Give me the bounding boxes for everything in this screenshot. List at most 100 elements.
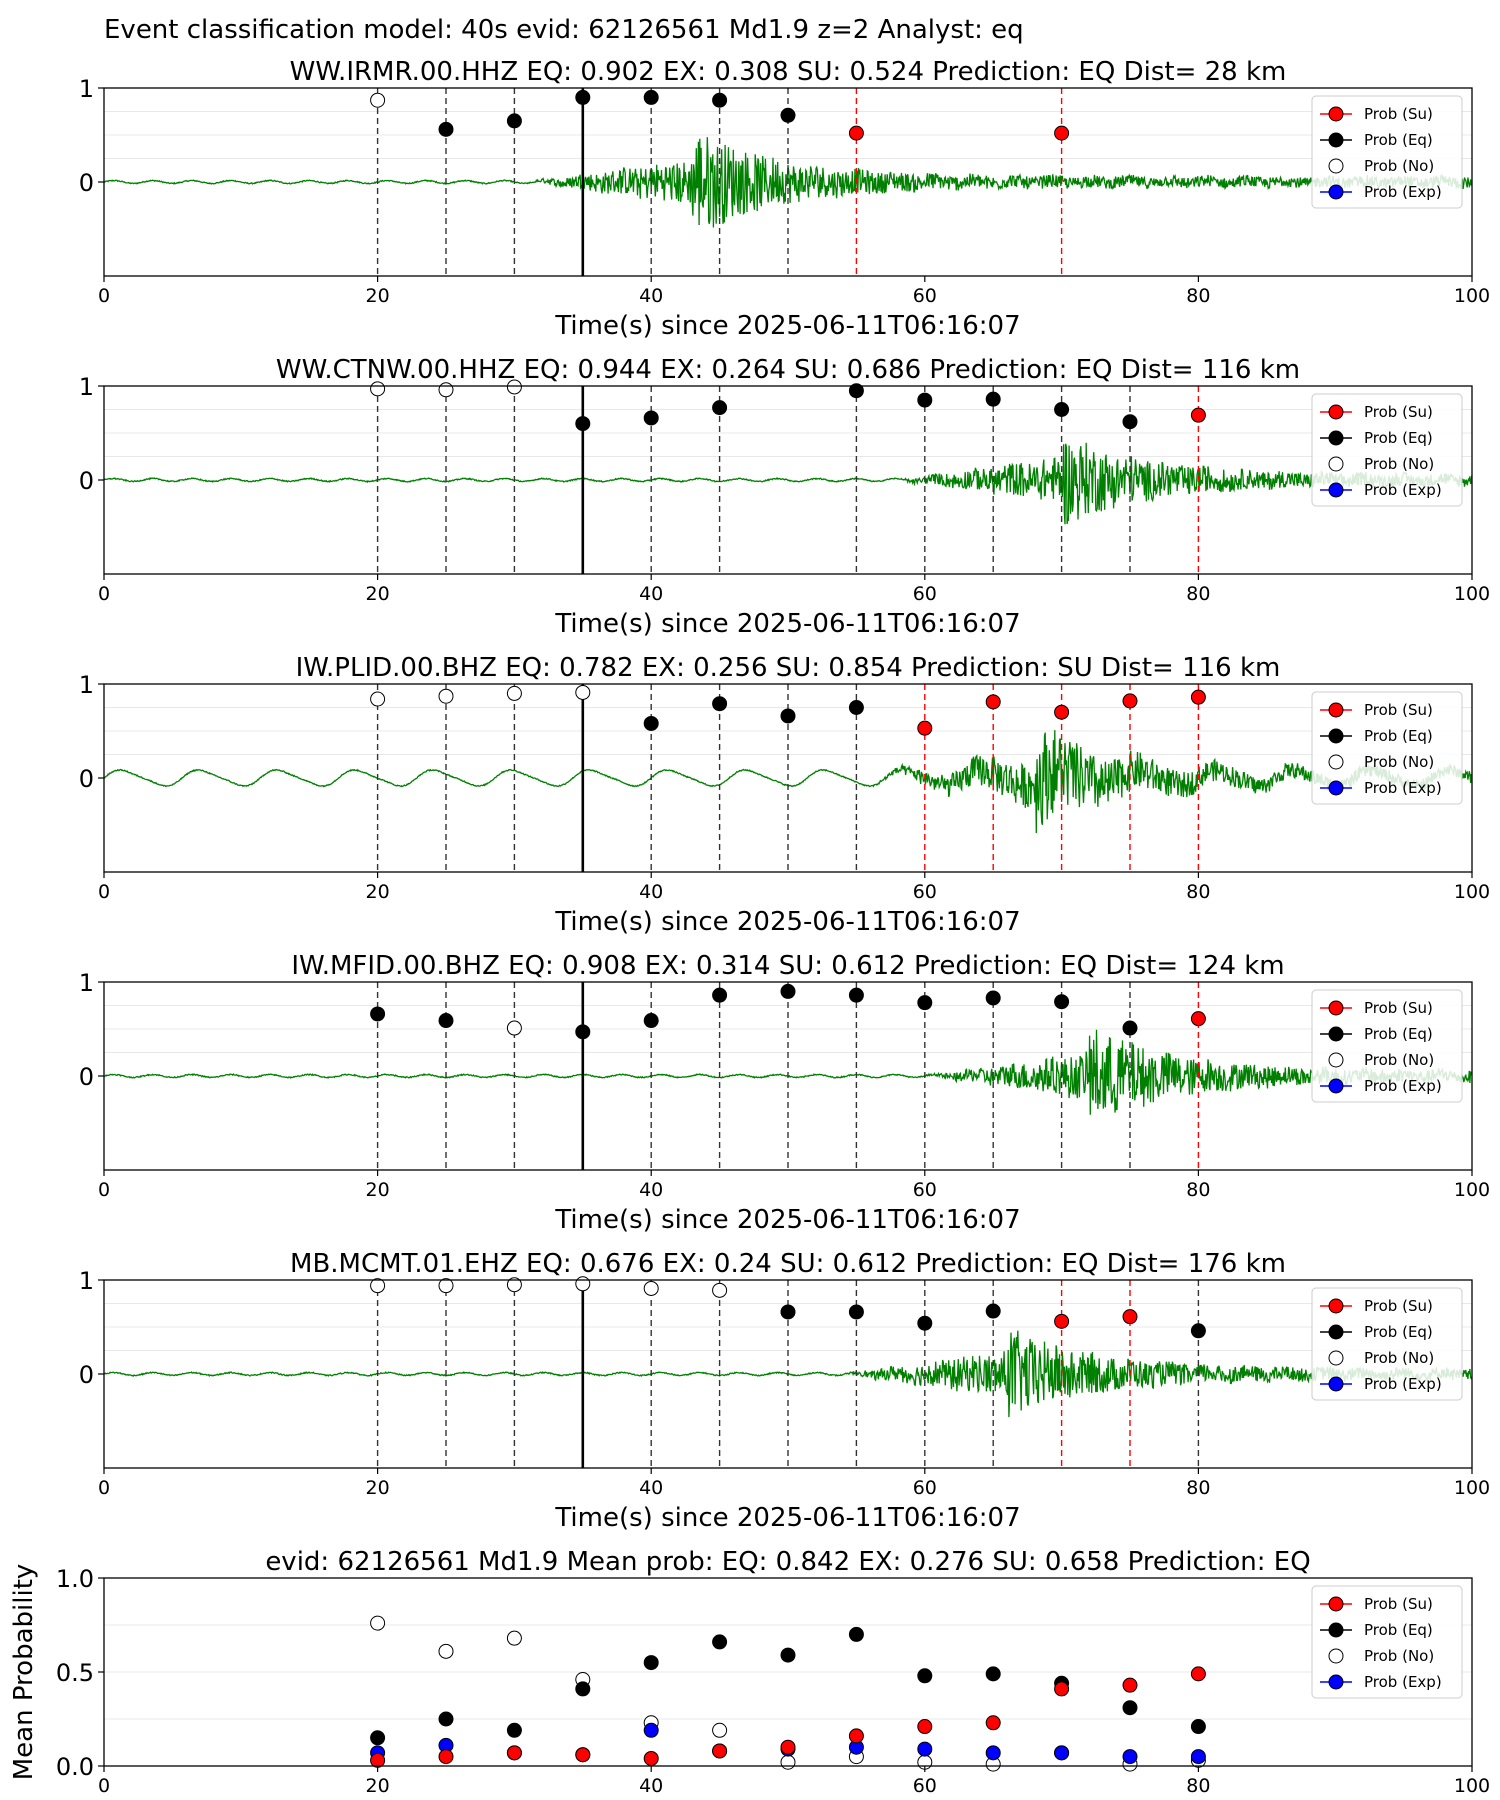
x-tick-label: 20 xyxy=(366,1477,390,1499)
point-eq xyxy=(1190,1719,1206,1735)
point-no xyxy=(370,92,386,108)
point-eq xyxy=(438,1711,454,1727)
point-eq xyxy=(848,1304,864,1320)
point-su xyxy=(1054,704,1070,720)
x-tick-label: 80 xyxy=(1186,1179,1210,1201)
panel-3: IW.PLID.00.BHZ EQ: 0.782 EX: 0.256 SU: 0… xyxy=(79,653,1490,937)
legend: Prob (Su) Prob (Eq) Prob (No) Prob (Exp) xyxy=(1311,1287,1463,1401)
x-tick-label: 40 xyxy=(639,881,663,903)
point-eq xyxy=(780,708,796,724)
legend-box xyxy=(1311,393,1463,507)
waveform-trace xyxy=(103,442,1473,525)
point-eq xyxy=(575,89,591,105)
x-axis-label: Time(s) since 2025-06-11T06:16:07 xyxy=(554,907,1020,937)
point-su xyxy=(1190,1666,1206,1682)
x-tick-label: 20 xyxy=(366,285,390,307)
point-no xyxy=(370,381,386,397)
y-tick-label: 0 xyxy=(79,467,94,495)
y-tick-label: 1 xyxy=(79,969,94,997)
y-tick-label: 0 xyxy=(79,1361,94,1389)
point-exp xyxy=(917,1741,933,1757)
waveform-trace xyxy=(103,137,1473,228)
legend-marker-no xyxy=(1328,1648,1344,1664)
x-tick-label: 20 xyxy=(366,583,390,605)
x-tick-label: 100 xyxy=(1454,1775,1490,1797)
legend-marker-eq xyxy=(1328,728,1344,744)
point-eq xyxy=(643,1013,659,1029)
legend-box xyxy=(1311,691,1463,805)
panel-1: WW.IRMR.00.HHZ EQ: 0.902 EX: 0.308 SU: 0… xyxy=(79,57,1490,341)
point-su xyxy=(917,1719,933,1735)
point-su xyxy=(370,1752,386,1768)
point-eq xyxy=(370,1730,386,1746)
point-eq xyxy=(985,1666,1001,1682)
x-tick-label: 0 xyxy=(98,1775,110,1797)
point-no xyxy=(370,1278,386,1294)
point-no xyxy=(506,1020,522,1036)
x-tick-label: 0 xyxy=(98,583,110,605)
point-su xyxy=(1190,407,1206,423)
legend-box xyxy=(1311,1585,1463,1699)
point-no xyxy=(506,1630,522,1646)
y-tick-label: 0.5 xyxy=(56,1659,94,1687)
legend-label: Prob (No) xyxy=(1364,157,1434,175)
x-tick-label: 80 xyxy=(1186,881,1210,903)
x-axis-label: Time(s) since 2025-06-11T06:16:07 xyxy=(554,1503,1020,1533)
point-exp xyxy=(643,1722,659,1738)
point-no xyxy=(643,1280,659,1296)
x-tick-label: 40 xyxy=(639,1477,663,1499)
panel-title: IW.MFID.00.BHZ EQ: 0.908 EX: 0.314 SU: 0… xyxy=(291,951,1284,981)
point-su xyxy=(1054,1681,1070,1697)
x-tick-label: 100 xyxy=(1454,583,1490,605)
point-no xyxy=(506,685,522,701)
point-no xyxy=(712,1722,728,1738)
point-eq xyxy=(370,1006,386,1022)
legend-marker-eq xyxy=(1328,1324,1344,1340)
legend-marker-su xyxy=(1328,106,1344,122)
legend-label: Prob (Eq) xyxy=(1364,131,1433,149)
x-tick-label: 0 xyxy=(98,1477,110,1499)
point-no xyxy=(506,1277,522,1293)
y-tick-label: 0 xyxy=(79,169,94,197)
point-eq xyxy=(780,983,796,999)
point-eq xyxy=(1122,1700,1138,1716)
x-tick-label: 20 xyxy=(366,1775,390,1797)
legend-label: Prob (Exp) xyxy=(1364,1673,1442,1691)
legend-label: Prob (Su) xyxy=(1364,105,1433,123)
point-su xyxy=(848,125,864,141)
point-eq xyxy=(848,383,864,399)
point-eq xyxy=(1190,1323,1206,1339)
x-axis-label: Time(s) since 2025-06-11T06:16:07 xyxy=(554,609,1020,639)
x-axis-label: Time(s) since 2025-06-11T06:16:07 xyxy=(554,311,1020,341)
x-tick-label: 60 xyxy=(913,1179,937,1201)
panel-title: MB.MCMT.01.EHZ EQ: 0.676 EX: 0.24 SU: 0.… xyxy=(290,1249,1286,1279)
point-no xyxy=(575,684,591,700)
legend-label: Prob (No) xyxy=(1364,753,1434,771)
point-su xyxy=(848,1728,864,1744)
legend-marker-su xyxy=(1328,1596,1344,1612)
legend-label: Prob (Exp) xyxy=(1364,1077,1442,1095)
point-eq xyxy=(575,416,591,432)
point-eq xyxy=(712,696,728,712)
legend-label: Prob (Exp) xyxy=(1364,481,1442,499)
point-su xyxy=(1122,1677,1138,1693)
legend-label: Prob (No) xyxy=(1364,1647,1434,1665)
point-eq xyxy=(780,107,796,123)
point-eq xyxy=(643,89,659,105)
point-no xyxy=(438,688,454,704)
legend-label: Prob (Exp) xyxy=(1364,779,1442,797)
point-exp xyxy=(1054,1745,1070,1761)
point-eq xyxy=(1054,402,1070,417)
point-su xyxy=(643,1750,659,1766)
point-eq xyxy=(985,1303,1001,1319)
point-eq xyxy=(575,1681,591,1697)
point-eq xyxy=(917,1315,933,1331)
point-no xyxy=(575,1276,591,1292)
point-no xyxy=(370,691,386,707)
panel-5: MB.MCMT.01.EHZ EQ: 0.676 EX: 0.24 SU: 0.… xyxy=(79,1249,1490,1533)
x-tick-label: 80 xyxy=(1186,1775,1210,1797)
point-no xyxy=(780,1754,796,1770)
point-eq xyxy=(780,1304,796,1320)
legend-marker-exp xyxy=(1328,1376,1344,1392)
